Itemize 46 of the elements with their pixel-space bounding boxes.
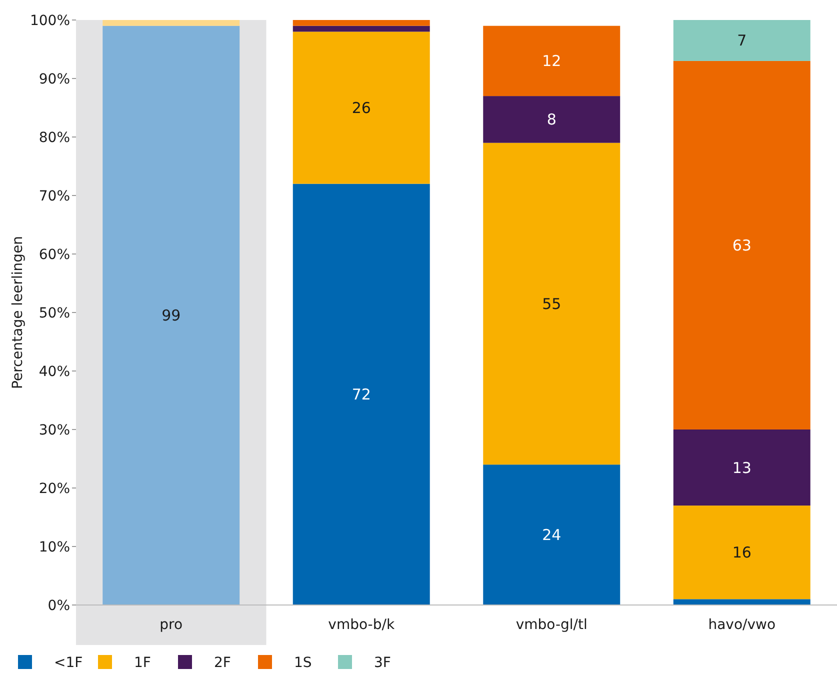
legend-label: 1S [294,654,312,671]
bar [673,430,810,506]
bar [292,20,430,26]
bar [673,506,810,600]
y-tick-label: 60% [38,246,70,263]
bar [102,20,240,26]
bar [483,96,620,143]
y-tick-label: 0% [48,598,70,614]
y-tick-label: 30% [38,422,70,438]
x-tick-label: havo/vwo [708,617,776,633]
bar [292,184,430,605]
data-label: 99 [162,306,181,325]
y-tick-label: 20% [38,480,70,497]
data-label: 72 [352,386,371,404]
y-tick-label: 40% [38,364,70,380]
x-tick-label: vmbo-b/k [328,617,396,633]
data-label: 63 [732,236,752,254]
y-tick-label: 70% [38,188,70,204]
legend-label: 1F [134,654,151,671]
bar [673,599,810,605]
x-tick-label: pro [160,617,183,633]
legend-label: 3F [374,654,391,671]
bar [483,26,620,96]
y-tick-label: 50% [38,305,70,322]
y-axis-title: Percentage leerlingen [10,236,26,390]
bar [292,26,430,32]
bar [292,32,430,184]
data-label: 7 [737,32,747,50]
bar [673,20,810,61]
data-label: 12 [542,52,562,70]
data-label: 55 [542,294,562,313]
bar [673,60,810,430]
legend-label: 2F [214,654,231,671]
y-tick-label: 100% [30,12,70,29]
y-tick-label: 10% [38,539,70,556]
data-label: 16 [732,544,752,562]
data-label: 13 [732,458,752,477]
bar [483,142,620,465]
data-label: 24 [542,526,562,544]
y-tick-label: 80% [38,130,70,146]
y-tick-label: 90% [38,71,70,88]
data-label: 26 [352,99,371,117]
x-tick-label: vmbo-gl/tl [516,617,588,633]
bar [483,464,620,605]
data-label: 8 [546,110,556,129]
legend-label: <1F [54,654,83,671]
